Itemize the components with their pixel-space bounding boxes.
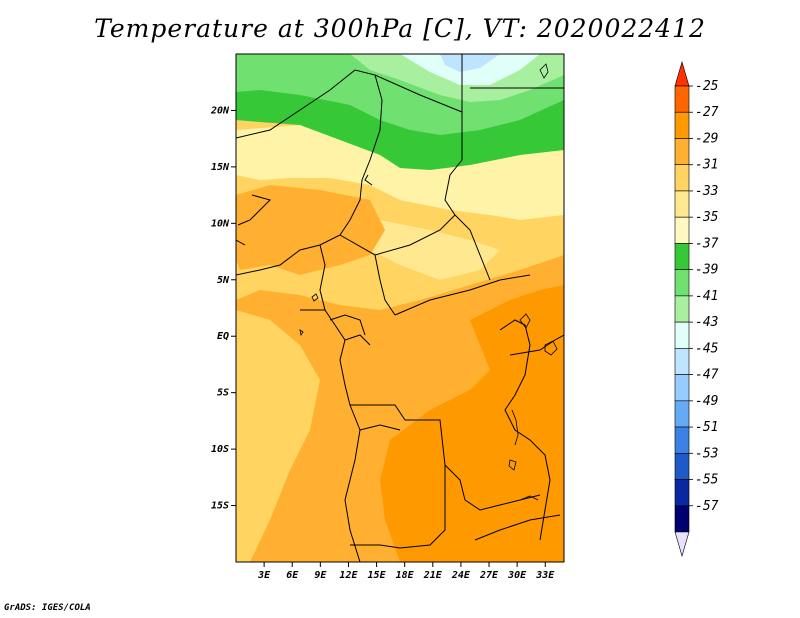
country-borders bbox=[236, 54, 564, 562]
field-band-33-coast bbox=[236, 310, 320, 562]
lat-tick-label: EQ bbox=[217, 331, 229, 342]
field-band-45 bbox=[440, 54, 500, 72]
lon-tick-label: 33E bbox=[535, 570, 555, 581]
colorbar-label: -53 bbox=[695, 446, 718, 461]
colorbar-box bbox=[674, 243, 690, 270]
field-band-31-west bbox=[236, 185, 385, 275]
colorbar-label: -25 bbox=[695, 79, 719, 94]
lon-tick-label: 3E bbox=[257, 570, 271, 581]
lakes-and-islands bbox=[299, 63, 558, 501]
colorbar-box bbox=[674, 348, 690, 375]
colorbar-box bbox=[674, 505, 690, 533]
longitude-axis: 3E 6E 9E 12E 15E 18E 21E 24E 27E 30E 33E bbox=[257, 562, 555, 581]
colorbar-box bbox=[674, 295, 690, 323]
colorbar-box bbox=[674, 479, 690, 507]
colorbar-label: -57 bbox=[695, 499, 719, 514]
colorbar-label: -31 bbox=[695, 158, 718, 173]
lon-tick-label: 15E bbox=[368, 570, 387, 581]
colorbar-box bbox=[674, 111, 690, 139]
colorbar-label: -41 bbox=[695, 289, 718, 304]
lon-tick-label: 18E bbox=[396, 570, 415, 581]
map-frame bbox=[235, 53, 565, 563]
colorbar-bottom-triangle bbox=[674, 531, 690, 558]
colorbar-label: -43 bbox=[695, 315, 718, 330]
colorbar-box bbox=[674, 269, 690, 297]
colorbar-label: -49 bbox=[695, 394, 718, 409]
lat-tick-label: 20N bbox=[210, 105, 230, 116]
colorbar-label: -45 bbox=[695, 341, 719, 356]
colorbar-label: -35 bbox=[695, 210, 719, 225]
latitude-axis: 20N 15N 10N 5N EQ 5S 10S 15S bbox=[210, 105, 236, 512]
colorbar-box bbox=[674, 426, 690, 454]
colorbar-label: -47 bbox=[695, 368, 719, 383]
colorbar-top-triangle bbox=[674, 60, 690, 87]
colorbar-label: -37 bbox=[695, 236, 719, 251]
field-band-35 bbox=[236, 125, 564, 220]
lon-tick-label: 9E bbox=[314, 570, 327, 581]
colorbar-label: -27 bbox=[695, 105, 719, 120]
colorbar-box bbox=[674, 374, 690, 402]
colorbar-box bbox=[674, 85, 690, 113]
colorbar-box bbox=[674, 216, 690, 244]
colorbar: -25 -27 -29 -31 -33 -35 -37 -39 -41 -43 -45 -47 -49 -… bbox=[674, 60, 719, 558]
lat-tick-label: 10N bbox=[211, 218, 230, 229]
colorbar-box bbox=[674, 400, 690, 428]
colorbar-label: -51 bbox=[695, 420, 718, 435]
colorbar-box bbox=[674, 138, 690, 166]
field-band-33 bbox=[370, 220, 500, 280]
chart-title: Temperature at 300hPa [C], VT: 202002241… bbox=[94, 14, 706, 43]
colorbar-label: -55 bbox=[695, 473, 719, 488]
field-band-29 bbox=[380, 320, 564, 562]
colorbar-box bbox=[674, 321, 690, 349]
lat-tick-label: 5S bbox=[217, 388, 229, 399]
colorbar-box bbox=[674, 452, 690, 480]
lat-tick-label: 15N bbox=[211, 162, 230, 173]
lat-tick-label: 5N bbox=[217, 275, 230, 286]
lon-tick-label: 24E bbox=[451, 570, 471, 581]
lon-tick-label: 27E bbox=[479, 570, 499, 581]
lon-tick-label: 6E bbox=[286, 570, 299, 581]
colorbar-label: -33 bbox=[695, 184, 718, 199]
field-band-29-east bbox=[470, 285, 564, 370]
lat-tick-label: 10S bbox=[211, 444, 229, 455]
colorbar-label: -29 bbox=[695, 131, 718, 146]
lon-tick-label: 12E bbox=[339, 570, 358, 581]
lon-tick-label: 30E bbox=[507, 570, 527, 581]
colorbar-box bbox=[674, 164, 690, 192]
lon-tick-label: 21E bbox=[423, 570, 443, 581]
lat-tick-label: 15S bbox=[211, 501, 229, 512]
credit-text: GrADS: IGES/COLA bbox=[4, 603, 91, 613]
colorbar-label: -39 bbox=[695, 263, 718, 278]
temperature-field bbox=[236, 54, 564, 562]
colorbar-box bbox=[674, 190, 690, 218]
